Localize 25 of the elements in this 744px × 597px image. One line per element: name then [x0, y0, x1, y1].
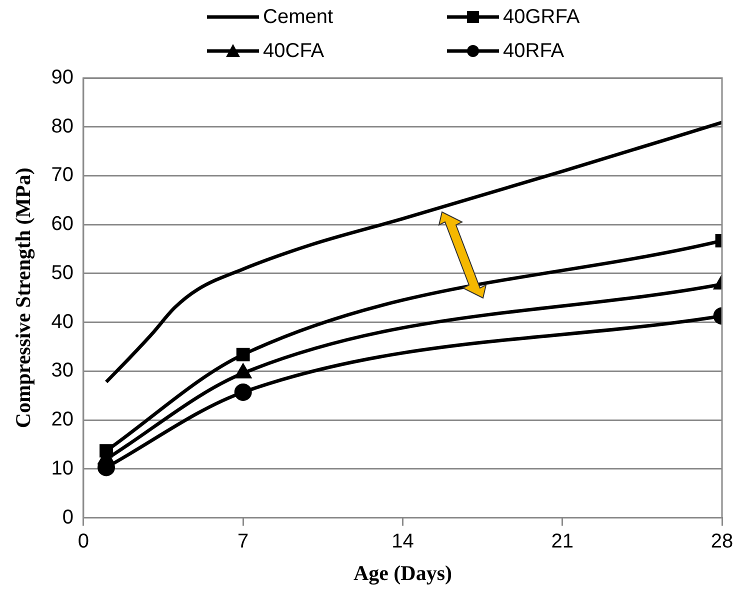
legend-label: Cement — [263, 6, 334, 28]
y-tick-label: 20 — [51, 408, 74, 431]
y-tick-label: 30 — [51, 360, 74, 382]
point — [234, 383, 252, 401]
y-tick-label: 0 — [62, 506, 74, 528]
y-tick-label: 80 — [51, 115, 74, 138]
legend-label: 40CFA — [263, 40, 324, 62]
x-axis-title: Age (Days) — [353, 560, 452, 585]
x-tick-label: 28 — [710, 530, 734, 552]
legend-label: 40GRFA — [503, 6, 580, 28]
y-tick-label: 90 — [51, 66, 74, 89]
y-tick-label: 70 — [51, 164, 74, 186]
x-tick-label: 14 — [392, 530, 414, 552]
legend-label: 40RFA — [503, 40, 564, 62]
line-series — [104, 120, 722, 384]
x-tick-label: 7 — [238, 530, 249, 552]
x-tick-label: 21 — [551, 530, 574, 552]
y-tick-label: 40 — [51, 310, 74, 333]
x-tick-label: 0 — [78, 530, 90, 552]
y-axis-title: Compressive Strength (MPa) — [11, 168, 36, 428]
point — [100, 444, 113, 458]
point — [236, 348, 250, 362]
y-tick-label: 50 — [51, 262, 74, 284]
y-tick-label: 60 — [51, 213, 74, 236]
y-tick-label: 10 — [51, 457, 74, 480]
